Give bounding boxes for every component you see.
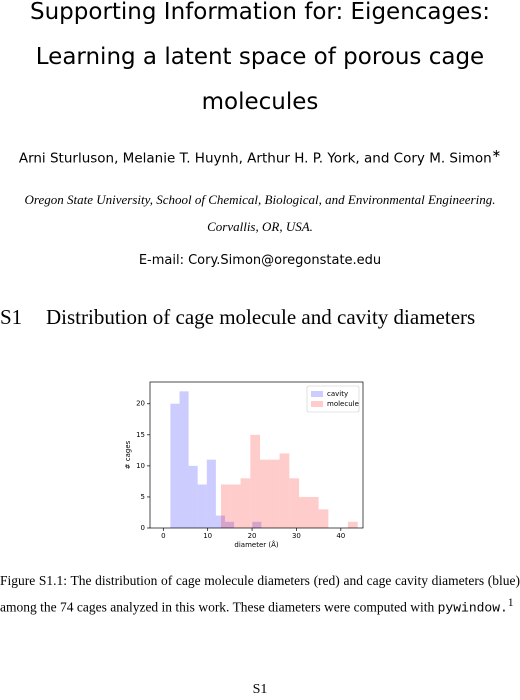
histogram-bar [215,515,225,528]
email: E-mail: Cory.Simon@oregonstate.edu [138,253,382,268]
page-number: S1 [252,682,268,697]
histogram-bar [250,434,261,528]
legend-label: cavity [327,390,348,398]
histogram-bar [179,391,189,528]
affiliation: Oregon State University, School of Chemi… [0,186,520,240]
caption-ref: 1 [507,597,514,609]
y-tick-label: 0 [141,524,145,532]
histogram-bar [269,459,280,528]
caption-code: pywindow. [437,600,508,616]
histogram-bar [206,459,216,528]
histogram-bar [188,465,198,528]
figure-caption: Figure S1.1: The distribution of cage mo… [0,570,520,619]
x-axis-label: diameter (Å) [234,540,278,549]
affiliation-line: Corvallis, OR, USA. [207,219,313,234]
y-axis-label: # cages [124,440,132,469]
section-number: S1 [0,305,23,329]
corresponding-mark: ∗ [491,147,502,160]
x-tick-label: 0 [161,532,165,540]
histogram-bar [240,478,251,528]
x-tick-label: 40 [336,532,345,540]
histogram-bar [260,459,270,528]
legend-label: molecule [327,400,359,408]
authors: Arni Sturluson, Melanie T. Huynh, Arthur… [0,147,520,167]
y-tick-label: 5 [141,493,145,501]
caption-text: Figure S1.1: The distribution of cage mo… [0,573,520,615]
paper-title: Supporting Information for: Eigencages: … [30,0,490,115]
histogram-bar [170,403,180,528]
x-tick-label: 30 [292,532,301,540]
histogram-bar [197,484,207,528]
histogram-bar [289,478,300,528]
legend-swatch [311,391,323,397]
section-heading: S1 Distribution of cage molecule and cavi… [0,305,520,330]
legend-box [306,385,360,413]
legend-swatch [311,401,323,407]
x-tick-label: 20 [248,532,257,540]
author-list: Arni Sturluson, Melanie T. Huynh, Arthur… [18,150,492,167]
histogram-bar [252,521,262,528]
histogram-bar [347,521,358,528]
histogram-bar [279,453,290,528]
y-tick-label: 15 [136,431,145,439]
histogram-bar [224,521,235,528]
plot-frame [149,381,364,529]
histogram-bar [318,509,329,528]
section-title: Distribution of cage molecule and cavity… [46,305,476,329]
histogram-bar [221,484,231,528]
y-tick-label: 20 [136,400,145,408]
x-tick-label: 10 [203,532,212,540]
histogram-bar [308,496,319,528]
affiliation-line: Oregon State University, School of Chemi… [24,192,496,207]
histogram-bar [230,484,241,528]
histogram-bar [299,496,309,528]
y-tick-label: 10 [136,462,145,470]
